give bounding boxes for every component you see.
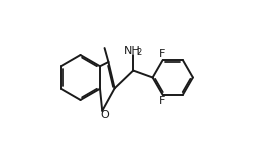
Text: NH: NH: [124, 46, 141, 56]
Text: 2: 2: [136, 48, 142, 57]
Text: O: O: [100, 111, 109, 120]
Text: F: F: [159, 96, 165, 106]
Text: F: F: [159, 49, 165, 59]
